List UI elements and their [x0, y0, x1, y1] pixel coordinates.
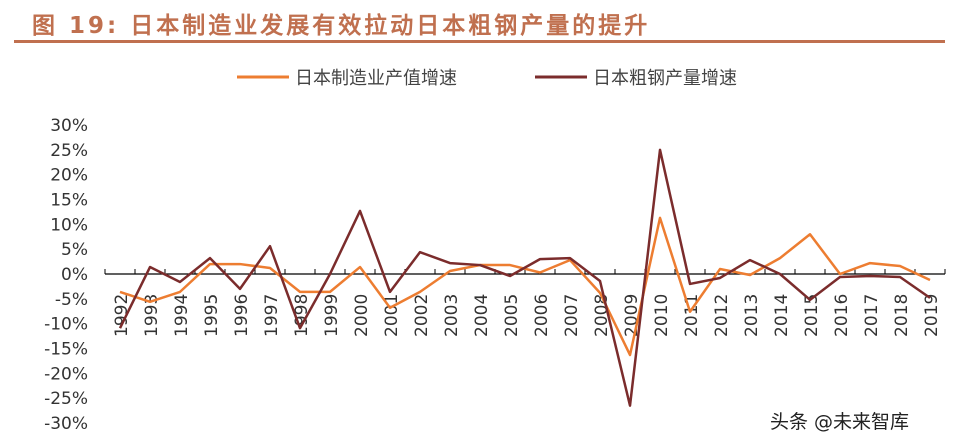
x-tick-label: 1999 [322, 294, 342, 337]
y-tick-label: 5% [61, 240, 88, 260]
y-tick-label: -15% [44, 340, 88, 360]
title-underline [14, 40, 945, 43]
y-tick-label: -5% [55, 290, 88, 310]
x-tick-label: 1993 [142, 294, 162, 337]
figure-title: 图 19: 日本制造业发展有效拉动日本粗钢产量的提升 [32, 13, 651, 39]
y-tick-label: -20% [44, 364, 88, 384]
y-tick-label: 0% [61, 265, 88, 285]
x-tick-label: 2000 [352, 294, 372, 337]
x-tick-label: 2002 [412, 294, 432, 337]
series-line-2 [118, 148, 931, 407]
x-tick-label: 2019 [922, 294, 942, 337]
x-tick-label: 2006 [532, 294, 552, 337]
x-tick-label: 1996 [232, 294, 252, 337]
x-tick-label: 1992 [112, 294, 132, 337]
legend-label-2: 日本粗钢产量增速 [593, 68, 737, 89]
x-tick-label: 1995 [202, 294, 222, 337]
y-tick-label: 10% [50, 215, 88, 235]
x-tick-label: 2013 [742, 294, 762, 337]
y-tick-label: -30% [44, 414, 88, 434]
legend-label-1: 日本制造业产值增速 [295, 68, 457, 89]
x-tick-label: 2005 [502, 294, 522, 337]
x-tick-label: 1998 [292, 294, 312, 337]
watermark: 头条 @未来智库 [770, 411, 910, 433]
y-tick-label: -25% [44, 389, 88, 409]
x-tick-label: 2018 [892, 294, 912, 337]
y-tick-label: 20% [50, 166, 88, 186]
x-tick-label: 1994 [172, 294, 192, 337]
x-tick-label: 2014 [772, 294, 792, 337]
x-tick-label: 2010 [652, 294, 672, 337]
x-tick-label: 2004 [472, 294, 492, 337]
x-tick-label: 1997 [262, 294, 282, 337]
y-tick-label: 15% [50, 191, 88, 211]
y-tick-label: -10% [44, 315, 88, 335]
x-tick-label: 2007 [562, 294, 582, 337]
y-tick-label: 30% [50, 116, 88, 136]
x-tick-label: 2017 [862, 294, 882, 337]
x-tick-label: 2016 [832, 294, 852, 337]
x-tick-label: 2015 [802, 294, 822, 337]
x-tick-label: 2003 [442, 294, 462, 337]
y-tick-label: 25% [50, 141, 88, 161]
x-tick-label: 2012 [712, 294, 732, 337]
